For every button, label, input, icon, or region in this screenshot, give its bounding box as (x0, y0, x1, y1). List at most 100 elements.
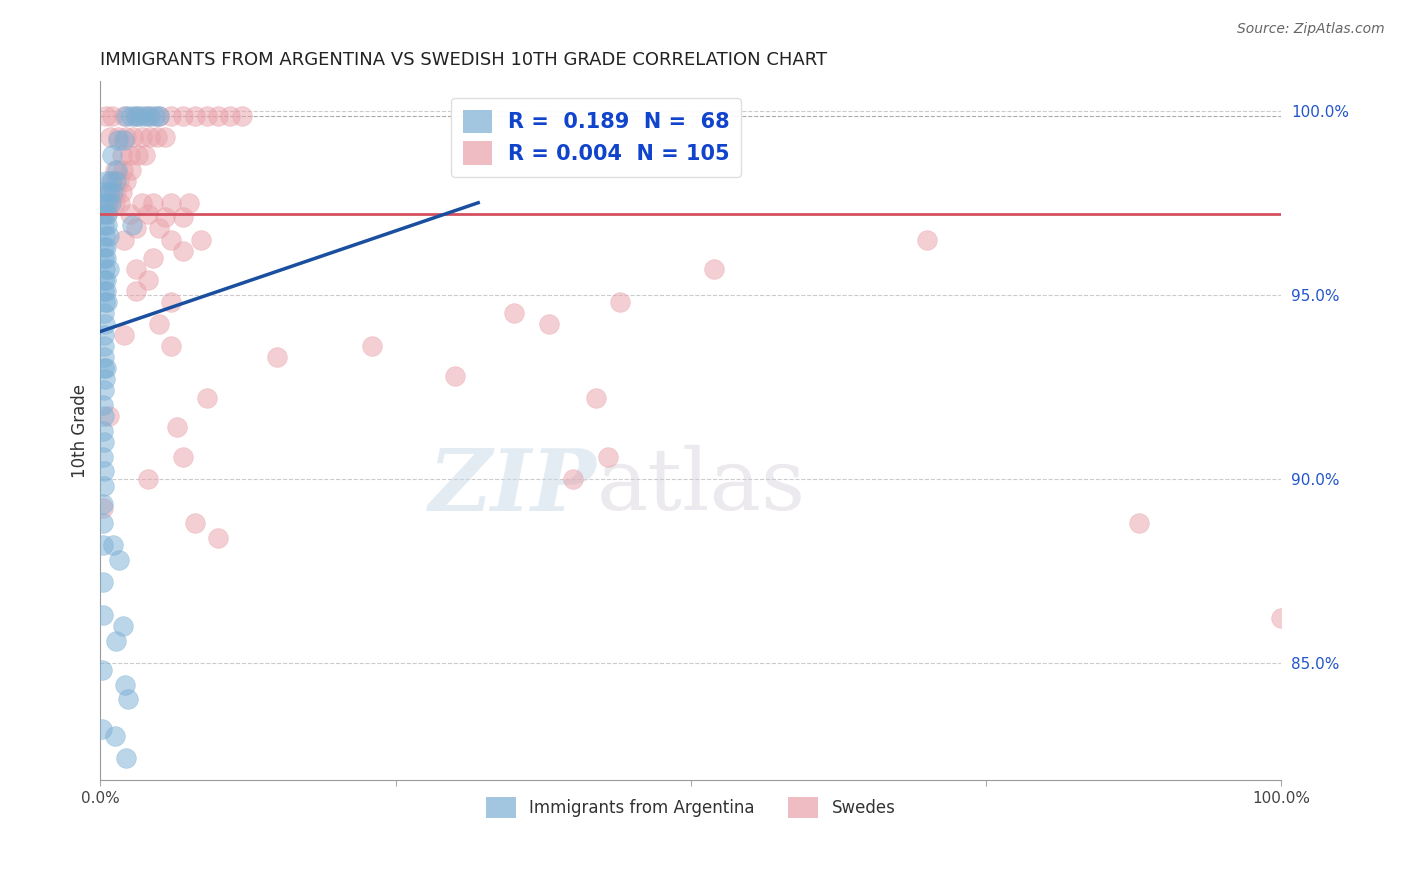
Point (91, 497, 114, 511)
Text: ZIP: ZIP (429, 445, 596, 528)
Text: Source: ZipAtlas.com: Source: ZipAtlas.com (1237, 22, 1385, 37)
Point (125, 109, 148, 123)
Point (112, 133, 135, 147)
Point (136, 207, 159, 221)
Point (122, 129, 145, 144)
Point (1128, 516, 1150, 530)
Point (142, 195, 165, 210)
Point (93, 409, 115, 423)
Point (96, 361, 118, 376)
Point (195, 391, 218, 405)
Point (96, 273, 118, 287)
Point (97, 262, 120, 277)
Point (96, 284, 118, 298)
Point (96, 109, 118, 123)
Point (96, 218, 118, 232)
Point (160, 339, 183, 353)
Point (93, 328, 115, 343)
Point (596, 450, 619, 464)
Point (160, 295, 183, 310)
Point (103, 185, 125, 199)
Point (155, 211, 177, 225)
Point (172, 450, 194, 464)
Point (93, 284, 115, 298)
Point (129, 109, 152, 123)
Point (97, 228, 120, 243)
Point (103, 729, 125, 743)
Point (93, 361, 115, 376)
Point (115, 129, 138, 144)
Point (361, 339, 384, 353)
Point (172, 211, 194, 225)
Point (118, 148, 141, 162)
Point (98, 185, 121, 199)
Point (97, 195, 120, 210)
Point (94, 372, 117, 386)
Point (101, 148, 124, 162)
Point (94, 228, 117, 243)
Point (266, 351, 288, 365)
Point (93, 195, 115, 210)
Point (91, 574, 114, 589)
Point (96, 251, 118, 265)
Text: IMMIGRANTS FROM ARGENTINA VS SWEDISH 10TH GRADE CORRELATION CHART: IMMIGRANTS FROM ARGENTINA VS SWEDISH 10T… (100, 51, 828, 69)
Point (134, 109, 156, 123)
Point (98, 129, 121, 144)
Point (112, 328, 135, 343)
Point (125, 262, 148, 277)
Point (148, 109, 170, 123)
Point (103, 195, 125, 210)
Point (136, 109, 159, 123)
Point (184, 109, 207, 123)
Point (90, 663, 112, 677)
Point (117, 692, 139, 706)
Point (94, 262, 117, 277)
Point (115, 109, 138, 123)
Point (93, 351, 115, 365)
Point (160, 109, 183, 123)
Point (96, 195, 118, 210)
Point (112, 233, 135, 247)
Point (93, 384, 115, 398)
Point (143, 109, 166, 123)
Point (160, 233, 183, 247)
Point (93, 339, 115, 353)
Point (108, 552, 131, 566)
Point (111, 162, 134, 177)
Point (104, 174, 127, 188)
Point (104, 633, 127, 648)
Point (177, 195, 200, 210)
Point (148, 109, 170, 123)
Point (97, 185, 120, 199)
Point (502, 306, 524, 320)
Point (184, 516, 207, 530)
Point (148, 317, 170, 331)
Point (91, 450, 114, 464)
Point (114, 678, 136, 692)
Point (148, 221, 170, 235)
Point (105, 162, 128, 177)
Point (93, 273, 115, 287)
Point (101, 109, 124, 123)
Point (139, 109, 162, 123)
Point (110, 195, 132, 210)
Point (166, 420, 188, 434)
Point (91, 501, 114, 516)
Point (107, 129, 129, 144)
Point (115, 751, 138, 765)
Point (101, 174, 124, 188)
Text: atlas: atlas (596, 445, 806, 528)
Point (131, 129, 153, 144)
Point (94, 295, 117, 310)
Point (97, 409, 120, 423)
Point (93, 218, 115, 232)
Point (155, 129, 177, 144)
Point (104, 185, 127, 199)
Point (94, 317, 117, 331)
Point (91, 538, 114, 552)
Point (120, 109, 142, 123)
Point (93, 306, 115, 320)
Point (121, 218, 143, 232)
Point (103, 162, 125, 177)
Point (142, 251, 165, 265)
